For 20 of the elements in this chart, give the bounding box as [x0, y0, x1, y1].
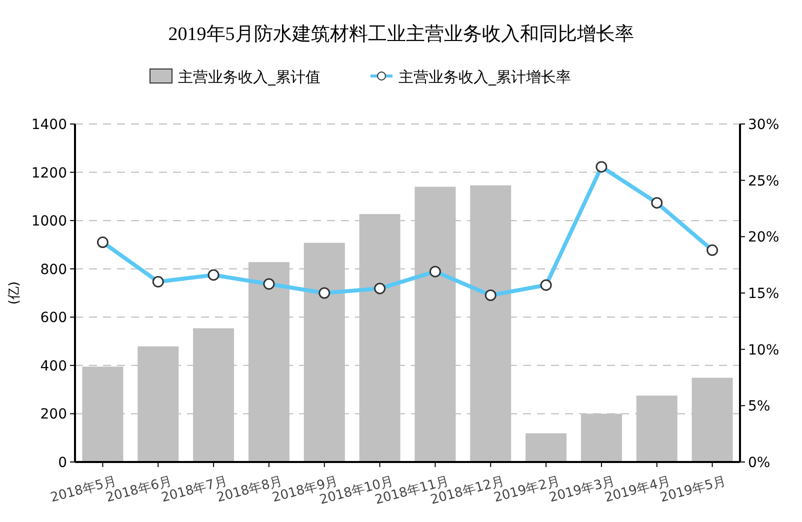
legend-label: 主营业务收入_累计增长率 [398, 68, 571, 86]
y2-tick-label: 30% [748, 117, 780, 133]
y-axis-title: (亿) [7, 281, 22, 305]
y-tick-label: 400 [40, 358, 67, 374]
y2-tick-label: 25% [748, 173, 780, 190]
y2-tick-label: 10% [748, 342, 780, 358]
y2-tick-label: 15% [748, 286, 780, 302]
y2-tick-label: 0% [748, 455, 770, 471]
y-tick-label: 200 [40, 406, 67, 423]
y2-tick-label: 5% [748, 398, 770, 415]
chart-title: 2019年5月防水建筑材料工业主营业务收入和同比增长率 [168, 23, 634, 45]
y-tick-label: 1400 [31, 117, 67, 133]
legend-label: 主营业务收入_累计值 [178, 68, 320, 86]
y-tick-label: 1200 [31, 165, 67, 182]
y-tick-label: 1000 [31, 214, 67, 230]
bar [526, 433, 567, 462]
y-tick-label: 0 [58, 455, 67, 471]
y-tick-label: 800 [40, 262, 67, 278]
y2-tick-label: 20% [748, 230, 780, 246]
y-tick-label: 600 [40, 310, 67, 326]
